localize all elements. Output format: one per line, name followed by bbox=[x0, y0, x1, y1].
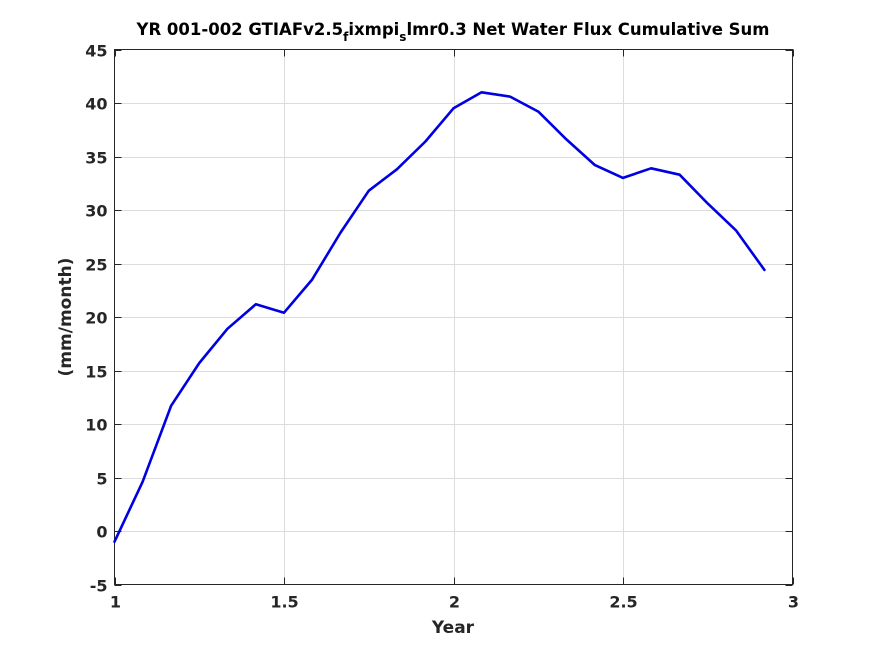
y-tick-label: -5 bbox=[90, 577, 108, 596]
x-tick-label: 2 bbox=[449, 593, 460, 612]
y-tick-label: 45 bbox=[85, 42, 107, 61]
y-tick-label: 30 bbox=[85, 202, 107, 221]
y-tick-label: 10 bbox=[85, 416, 107, 435]
series-layer bbox=[113, 91, 766, 544]
x-tick-label: 1 bbox=[110, 593, 121, 612]
chart-title-subscript-1: f bbox=[343, 30, 349, 44]
tick-labels: 1 1.5 2 2.5 3 -5 0 5 10 15 20 25 30 35 40 45 bbox=[85, 42, 799, 612]
chart-title-part1: YR 001-002 GTIAFv2.5 bbox=[136, 20, 344, 39]
y-tick-label: 35 bbox=[85, 149, 107, 168]
y-tick-label: 0 bbox=[96, 523, 107, 542]
series-line bbox=[113, 91, 766, 544]
x-axis-label: Year bbox=[431, 618, 475, 638]
x-tick-label: 1.5 bbox=[270, 593, 298, 612]
y-axis-label: (mm/month) bbox=[56, 258, 76, 377]
chart-title-part3: lmr0.3 Net Water Flux Cumulative Sum bbox=[406, 20, 769, 39]
chart-title-part2: ixmpi bbox=[348, 20, 399, 39]
y-tick-label: 5 bbox=[96, 470, 107, 489]
y-tick-label: 20 bbox=[85, 309, 107, 328]
axis-ticks bbox=[114, 49, 794, 586]
y-tick-label: 15 bbox=[85, 363, 107, 382]
chart-title: YR 001-002 GTIAFv2.5fixmpislmr0.3 Net Wa… bbox=[136, 20, 770, 44]
x-tick-label: 2.5 bbox=[609, 593, 637, 612]
y-tick-label: 40 bbox=[85, 95, 107, 114]
chart-title-subscript-2: s bbox=[399, 30, 406, 44]
grid-lines bbox=[114, 49, 793, 585]
x-tick-label: 3 bbox=[788, 593, 799, 612]
y-tick-label: 25 bbox=[85, 256, 107, 275]
